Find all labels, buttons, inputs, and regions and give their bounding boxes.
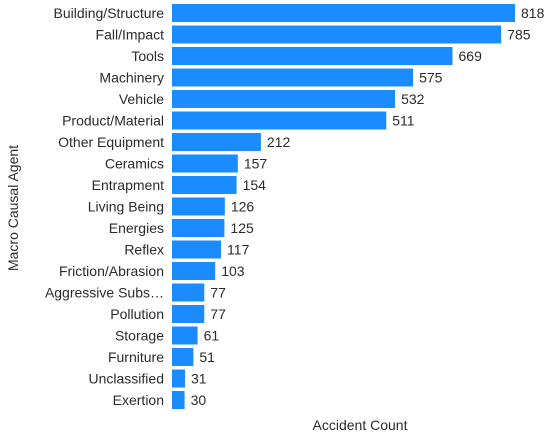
category-label: Furniture [108, 349, 164, 365]
category-label: Vehicle [119, 91, 164, 107]
bar [172, 197, 225, 216]
bar [172, 369, 185, 388]
bar [172, 305, 205, 323]
value-label: 575 [419, 70, 443, 86]
value-label: 818 [521, 5, 545, 21]
category-label: Building/Structure [53, 5, 164, 21]
bar [172, 25, 502, 44]
value-label: 117 [227, 242, 250, 258]
value-label: 31 [191, 371, 207, 387]
category-label: Fall/Impact [96, 27, 165, 43]
category-labels-group: Building/Structure Fall/Impact Tools Machin… [45, 5, 164, 408]
x-axis-title: Accident Count [313, 417, 408, 433]
value-label: 157 [244, 156, 268, 172]
category-label: Tools [131, 48, 164, 64]
value-label: 532 [401, 91, 425, 107]
category-label: Exertion [113, 392, 164, 408]
value-label: 103 [221, 263, 245, 279]
category-label: Product/Material [62, 113, 164, 129]
value-label: 511 [392, 113, 415, 129]
bar [172, 90, 396, 108]
category-label: Storage [115, 328, 164, 344]
bars-group [172, 4, 515, 409]
category-label: Entrapment [92, 177, 164, 193]
bar [172, 68, 414, 87]
bar [172, 348, 194, 366]
category-label: Ceramics [105, 156, 164, 172]
category-label: Energies [109, 220, 164, 236]
value-label: 77 [210, 306, 226, 322]
bar [172, 283, 205, 302]
bar [172, 4, 515, 22]
category-label: Unclassified [89, 371, 164, 387]
category-label: Machinery [99, 70, 164, 86]
value-label: 30 [191, 392, 207, 408]
category-label: Aggressive Subs… [45, 285, 164, 301]
bar [172, 154, 238, 173]
value-label: 77 [210, 285, 226, 301]
bar [172, 219, 225, 237]
category-label: Other Equipment [58, 134, 164, 150]
category-label: Reflex [124, 242, 164, 258]
value-label: 61 [204, 328, 220, 344]
category-label: Friction/Abrasion [59, 263, 164, 279]
category-label: Pollution [110, 306, 164, 322]
bar [172, 47, 453, 65]
category-label: Living Being [88, 199, 164, 215]
value-label: 785 [507, 27, 531, 43]
bar [172, 133, 261, 151]
bar [172, 326, 198, 345]
bar [172, 176, 237, 194]
bar [172, 240, 222, 259]
value-label: 51 [199, 349, 215, 365]
value-labels-group: 818 785 669 575 532 511 212 157 154 126 125 117 103 7… [191, 5, 545, 408]
value-label: 154 [243, 177, 267, 193]
value-label: 125 [230, 220, 254, 236]
bar [172, 111, 387, 130]
value-label: 126 [231, 199, 255, 215]
bar [172, 391, 185, 409]
y-axis-title: Macro Causal Agent [5, 145, 21, 271]
value-label: 669 [459, 48, 483, 64]
value-label: 212 [267, 134, 291, 150]
bar [172, 262, 216, 280]
